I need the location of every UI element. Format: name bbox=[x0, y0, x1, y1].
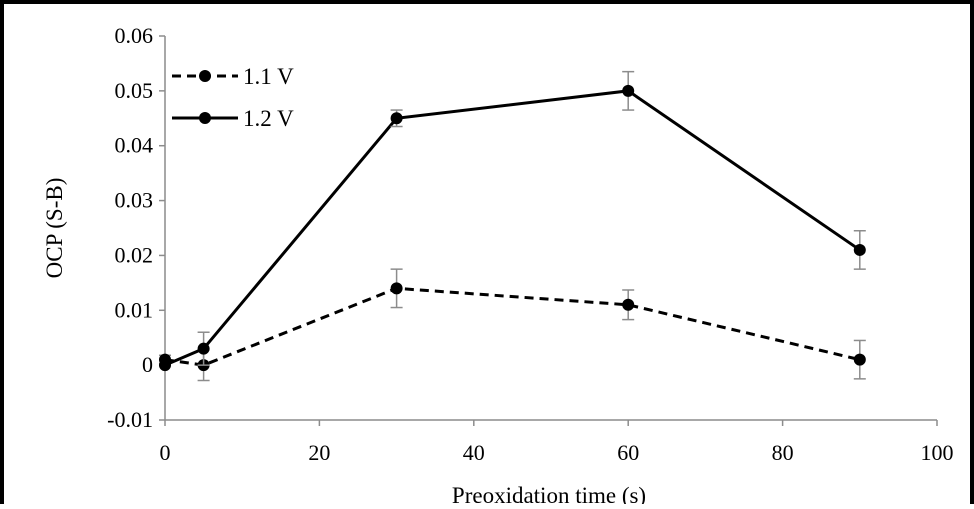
series-line-1-1-V bbox=[164, 286, 861, 367]
y-tick-label: 0.05 bbox=[115, 78, 154, 103]
data-point-1-2-V bbox=[390, 112, 403, 125]
x-tick-label: 80 bbox=[772, 440, 794, 465]
y-tick-label: 0.04 bbox=[115, 133, 154, 158]
y-tick-label: 0.02 bbox=[115, 242, 154, 267]
y-tick-label: 0.06 bbox=[115, 23, 154, 48]
x-tick-label: 60 bbox=[617, 440, 639, 465]
data-point-1-1-V bbox=[390, 282, 403, 295]
data-point-1-2-V bbox=[197, 342, 210, 355]
data-point-1-2-V bbox=[622, 84, 635, 97]
x-tick-label: 0 bbox=[160, 440, 171, 465]
legend-label-1-2-V: 1.2 V bbox=[243, 106, 294, 131]
legend-marker-1-1-V bbox=[199, 70, 211, 82]
series-line-1-2-V bbox=[164, 89, 861, 367]
y-tick-label: -0.01 bbox=[107, 407, 153, 432]
x-tick-label: 40 bbox=[463, 440, 485, 465]
legend-marker-1-2-V bbox=[199, 112, 211, 124]
y-tick-label: 0 bbox=[142, 352, 153, 377]
y-tick-label: 0.01 bbox=[115, 297, 154, 322]
data-point-1-2-V bbox=[159, 359, 171, 372]
plot-area: -0.01 0 0.01 0.02 0.03 0.04 0.05 0.06 0 20 40 60 80 1… bbox=[107, 23, 953, 465]
data-point-1-2-V bbox=[853, 243, 866, 256]
x-tick-label: 100 bbox=[921, 440, 954, 465]
data-point-1-1-V bbox=[853, 353, 866, 366]
data-point-1-1-V bbox=[622, 298, 635, 311]
x-tick-label: 20 bbox=[308, 440, 330, 465]
y-tick-label: 0.03 bbox=[115, 188, 154, 213]
legend-label-1-1-V: 1.1 V bbox=[243, 64, 294, 89]
x-axis-title: Preoxidation time (s) bbox=[452, 483, 646, 504]
y-axis-title: OCP (S-B) bbox=[42, 178, 67, 279]
